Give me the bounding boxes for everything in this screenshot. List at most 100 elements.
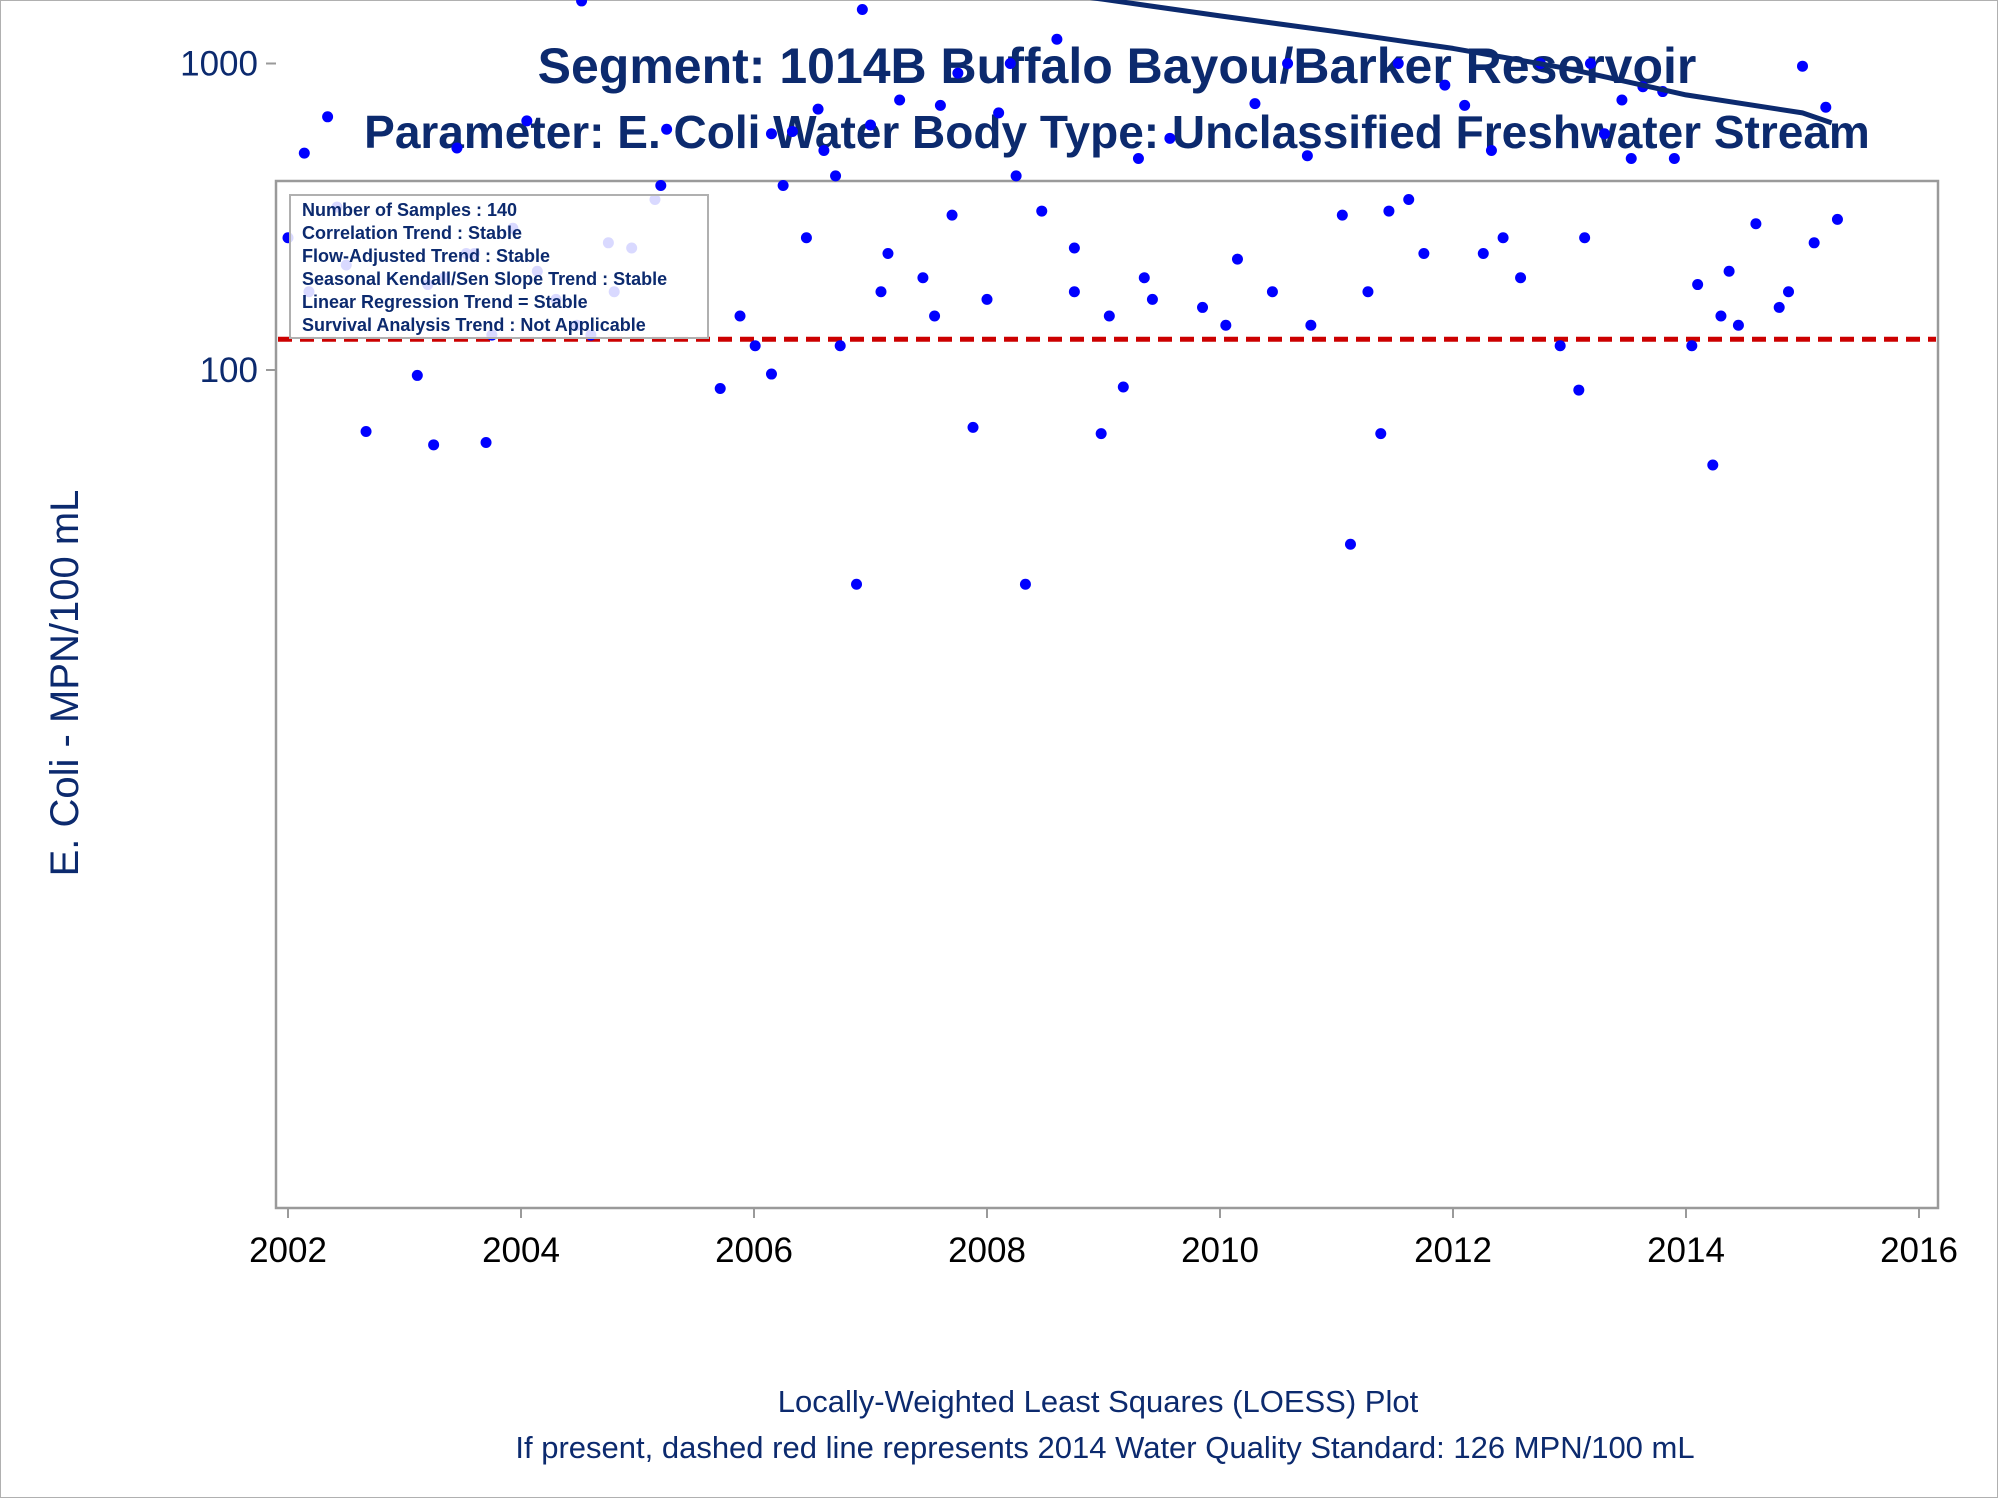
sample-point: [1808, 237, 1820, 249]
sample-point: [714, 383, 726, 395]
sample-point: [480, 437, 492, 449]
sample-point: [1231, 253, 1243, 265]
sample-point: [428, 439, 440, 451]
sample-point: [1019, 578, 1031, 590]
sample-point: [1266, 286, 1278, 298]
sample-point: [734, 310, 746, 322]
sample-point: [1686, 340, 1698, 352]
sample-point: [1497, 232, 1509, 244]
inset-linear-regression-trend: Linear Regression Trend = Stable: [302, 292, 588, 312]
sample-point: [322, 111, 334, 123]
sample-point: [786, 125, 798, 137]
sample-point: [1459, 99, 1471, 111]
sample-point: [1579, 232, 1591, 244]
sample-point: [1344, 538, 1356, 550]
sample-point: [765, 128, 777, 140]
sample-point: [1362, 286, 1374, 298]
inset-seasonal-kendall-trend: Seasonal Kendall/Sen Slope Trend : Stabl…: [302, 269, 667, 289]
sample-point: [1732, 319, 1744, 331]
sample-point: [1197, 301, 1209, 313]
sample-point: [875, 286, 887, 298]
sample-point: [1668, 152, 1680, 164]
x-tick-label: 2014: [1647, 1231, 1725, 1270]
sample-point: [1485, 145, 1497, 157]
sample-point: [834, 340, 846, 352]
sample-point: [1220, 319, 1232, 331]
sample-point: [917, 272, 929, 284]
sample-point: [1707, 459, 1719, 471]
x-tick-label: 2004: [482, 1231, 560, 1270]
sample-point: [749, 340, 761, 352]
sample-point: [1336, 209, 1348, 221]
sample-point: [1515, 272, 1527, 284]
sample-point: [576, 0, 588, 7]
sample-point: [946, 209, 958, 221]
sample-point: [882, 247, 894, 259]
sample-point: [451, 142, 463, 154]
sample-point: [1249, 98, 1261, 110]
sample-point: [856, 4, 868, 16]
sample-point: [1164, 132, 1176, 144]
x-tick-label: 2012: [1414, 1231, 1492, 1270]
sample-point: [1068, 242, 1080, 254]
sample-point: [765, 368, 777, 380]
chart-title: Segment: 1014B Buffalo Bayou/Barker Rese…: [538, 38, 1697, 94]
x-tick-label: 2016: [1880, 1231, 1958, 1270]
sample-point: [1692, 279, 1704, 291]
sample-point: [521, 115, 533, 127]
sample-point: [1392, 58, 1404, 69]
sample-point: [661, 123, 673, 135]
sample-point: [993, 107, 1005, 119]
sample-point: [1383, 205, 1395, 217]
sample-point: [1783, 286, 1795, 298]
sample-point: [1715, 310, 1727, 322]
sample-point: [1616, 94, 1628, 106]
y-tick-label: 1000: [180, 45, 258, 84]
sample-point: [1773, 301, 1785, 313]
x-tick-label: 2002: [249, 1231, 327, 1270]
sample-point: [1051, 33, 1063, 45]
footnote-loess: Locally-Weighted Least Squares (LOESS) P…: [778, 1384, 1419, 1419]
sample-point: [1625, 152, 1637, 164]
sample-point: [655, 179, 667, 191]
sample-point: [1573, 384, 1585, 396]
sample-point: [1723, 265, 1735, 277]
plot-border: [274, 179, 1940, 1210]
sample-point: [1103, 310, 1115, 322]
sample-point: [851, 578, 863, 590]
sample-point: [1010, 170, 1022, 182]
x-tick-label: 2008: [948, 1231, 1026, 1270]
sample-point: [1036, 205, 1048, 217]
sample-point: [1403, 193, 1415, 205]
sample-point: [1095, 428, 1107, 440]
inset-correlation-trend: Correlation Trend : Stable: [302, 223, 522, 243]
sample-point: [298, 147, 310, 159]
y-tick-label: 100: [200, 351, 258, 390]
sample-point: [1598, 128, 1610, 140]
sample-point: [777, 179, 789, 191]
sample-point: [1146, 293, 1158, 305]
trend-summary-box: Number of Samples : 140 Correlation Trend…: [289, 194, 709, 339]
plot-area: 2002200420062008201020122014201610010001…: [180, 0, 1958, 1270]
sample-point: [1305, 319, 1317, 331]
sample-point: [1554, 340, 1566, 352]
sample-point: [981, 293, 993, 305]
sample-point: [1068, 286, 1080, 298]
sample-point: [1477, 247, 1489, 259]
sample-point: [1117, 381, 1129, 393]
sample-point: [1797, 60, 1808, 72]
x-tick-label: 2006: [715, 1231, 793, 1270]
sample-point: [967, 421, 979, 433]
sample-point: [818, 145, 830, 157]
sample-point: [1418, 247, 1430, 259]
sample-point: [830, 170, 842, 182]
sample-point: [1282, 58, 1294, 69]
inset-survival-analysis-trend: Survival Analysis Trend : Not Applicable: [302, 315, 646, 335]
sample-point: [952, 67, 964, 79]
sample-point: [934, 99, 946, 111]
sample-point: [1301, 150, 1313, 162]
sample-point: [1132, 152, 1144, 164]
inset-flow-adjusted-trend: Flow-Adjusted Trend : Stable: [302, 246, 550, 266]
